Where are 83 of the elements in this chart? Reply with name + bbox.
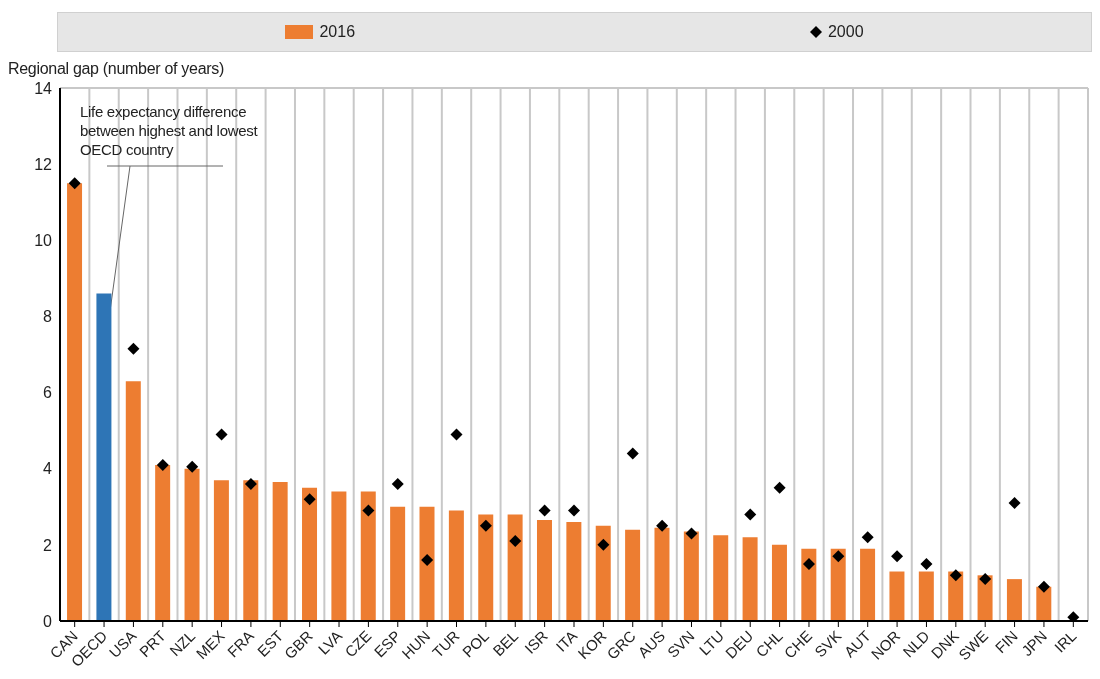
y-tick-label: 4 (43, 460, 53, 478)
bar (918, 571, 934, 621)
bar (771, 544, 787, 621)
bar (683, 531, 699, 621)
point (186, 460, 199, 473)
point (1037, 580, 1050, 593)
bar (889, 571, 905, 621)
point (362, 504, 375, 517)
annotation: Life expectancy difference between highest and lowest OECD country (80, 102, 259, 159)
point (303, 493, 316, 506)
point (479, 519, 492, 532)
bar (272, 482, 288, 621)
point (509, 535, 522, 548)
point (949, 569, 962, 582)
point (920, 557, 933, 570)
bar (625, 529, 641, 621)
point (832, 550, 845, 563)
bar (448, 510, 464, 621)
bar (1006, 579, 1022, 621)
y-tick-label: 12 (34, 155, 53, 173)
point (597, 538, 610, 551)
point (744, 508, 757, 521)
y-tick-label: 2 (43, 536, 53, 554)
bar (654, 527, 670, 621)
point (450, 428, 463, 441)
bar (390, 506, 406, 621)
bar (595, 525, 611, 621)
bar (125, 381, 141, 621)
y-tick-label: 8 (43, 308, 53, 326)
legend-label: 2000 (827, 23, 864, 41)
bar (478, 514, 494, 621)
y-axis-title: Regional gap (number of years) (8, 60, 225, 78)
x-tick-label: CHL (752, 627, 786, 661)
point (391, 477, 404, 490)
legend-label: 2016 (319, 23, 356, 41)
bar (243, 480, 259, 621)
x-tick-label: BEL (489, 627, 522, 660)
bar (860, 548, 876, 621)
y-tick-label: 10 (34, 231, 53, 249)
bar (67, 183, 83, 621)
x-tick-label: FIN (991, 627, 1021, 657)
y-tick-label: 0 (43, 612, 53, 630)
x-tick-label: USA (105, 627, 140, 661)
bar (801, 548, 817, 621)
point (685, 527, 698, 540)
point (656, 519, 669, 532)
point (127, 342, 140, 355)
bar (155, 464, 171, 621)
point (215, 428, 228, 441)
x-tick-label: ISR (521, 626, 551, 657)
point (861, 531, 874, 544)
point (568, 504, 580, 517)
point (68, 177, 81, 190)
y-tick-label: 6 (43, 384, 53, 402)
x-tick-label: IRL (1050, 627, 1080, 656)
bar (742, 537, 758, 621)
x-tick-label: JPN (1018, 627, 1051, 660)
point (891, 550, 904, 563)
y-tick-label: 14 (34, 79, 53, 97)
bar (713, 535, 729, 621)
point (1067, 611, 1080, 621)
point (156, 458, 169, 471)
bar (331, 491, 347, 621)
bar (566, 522, 582, 621)
bar (1036, 586, 1052, 621)
bar (184, 468, 200, 621)
bar (536, 520, 552, 621)
point (773, 481, 786, 494)
point (979, 573, 992, 586)
bar (507, 514, 523, 621)
point (244, 477, 257, 490)
bar (830, 548, 846, 621)
bar (419, 506, 435, 621)
bar (96, 293, 112, 621)
point (802, 557, 815, 570)
point (1008, 496, 1021, 509)
point (421, 554, 434, 567)
x-tick-label: LVA (314, 627, 346, 658)
bar (360, 491, 376, 621)
bar (302, 487, 318, 621)
point (626, 447, 639, 460)
point (538, 504, 551, 517)
bar (213, 480, 229, 621)
